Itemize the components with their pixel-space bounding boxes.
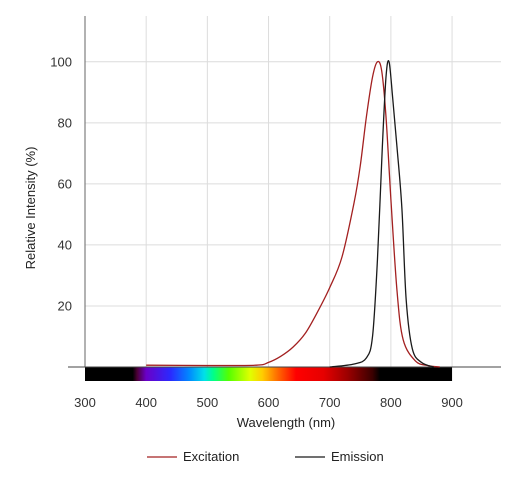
y-tick-label-80: 80 (58, 115, 72, 130)
series-line-excitation (146, 60, 440, 368)
x-tick-labels: 300 400 500 600 700 800 900 (74, 395, 463, 410)
x-tick-label-500: 500 (197, 395, 219, 410)
legend-label-excitation: Excitation (183, 449, 239, 464)
y-tick-label-100: 100 (50, 54, 72, 69)
x-tick-label-700: 700 (319, 395, 341, 410)
y-tick-label-60: 60 (58, 176, 72, 191)
x-tick-label-800: 800 (380, 395, 402, 410)
series-line-emission (329, 60, 434, 368)
spectrum-bar (85, 367, 453, 381)
x-tick-label-600: 600 (258, 395, 280, 410)
y-tick-labels: 20 40 60 80 100 (50, 54, 72, 313)
legend: Excitation Emission (147, 449, 384, 464)
grid (85, 16, 501, 367)
x-tick-label-300: 300 (74, 395, 96, 410)
x-tick-label-400: 400 (135, 395, 157, 410)
x-axis-label: Wavelength (nm) (237, 415, 336, 430)
series-lines (146, 60, 440, 368)
y-axis-label: Relative Intensity (%) (23, 147, 38, 270)
spectrum-gradient (85, 367, 453, 381)
x-tick-label-900: 900 (441, 395, 463, 410)
legend-label-emission: Emission (331, 449, 384, 464)
y-tick-label-20: 20 (58, 298, 72, 313)
y-tick-label-40: 40 (58, 237, 72, 252)
